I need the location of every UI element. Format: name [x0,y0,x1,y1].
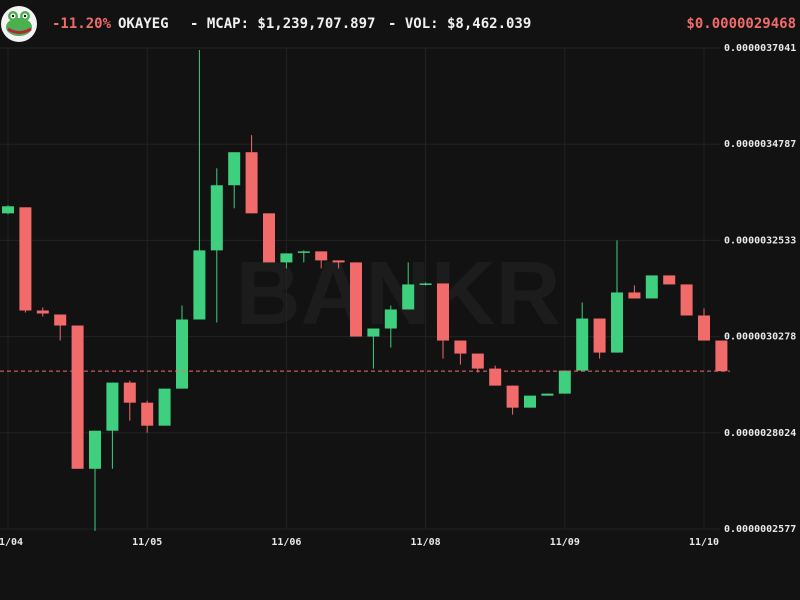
y-tick-label: 0.0000037041 [724,43,796,54]
candle-body [715,340,728,372]
candle-body [541,393,554,396]
x-tick-label: 11/05 [132,537,162,548]
y-tick-label: 0.0000030278 [724,332,796,343]
candle-body [384,309,397,329]
volume: - VOL: $8,462.039 [388,16,531,32]
candle-body [315,251,328,261]
candle-body [106,382,119,431]
candle-body [628,292,641,299]
candle-body [19,207,32,311]
candle-body [350,262,362,337]
candle-body [524,395,536,408]
candle-body [193,250,206,320]
candle-body [141,402,154,426]
candle-body [210,185,223,251]
candle-body [263,213,275,263]
candle-body [228,152,241,186]
candle-body [280,253,293,263]
candle-body [367,328,380,337]
candle-body [663,275,676,285]
candle-body [593,318,606,353]
current-price: $0.0000029468 [686,16,796,32]
candle-body [71,325,84,469]
candle-body [332,260,345,263]
candle-body [36,310,49,314]
candle-body [506,385,519,408]
candle-body [680,284,693,316]
candle-body [611,292,623,353]
candle-body [297,251,310,253]
candle-body [419,283,432,285]
candle-body [402,284,415,310]
candle-body [698,315,710,341]
x-tick-label: 11/06 [271,537,301,548]
candle-body [123,382,136,403]
candle-body [158,388,171,426]
candle-body [89,430,101,469]
y-tick-label: 0.0000032533 [724,235,796,246]
candle-body [176,319,188,389]
candle-body [437,283,449,341]
symbol: OKAYEG [118,16,169,32]
candle-body [454,340,467,354]
market-cap: - MCAP: $1,239,707.897 [190,16,375,32]
x-tick-label: 11/04 [0,537,23,548]
candle-body [245,152,258,214]
y-tick-label: 0.0000002577 [724,524,796,535]
x-tick-label: 11/09 [550,537,580,548]
candle-body [2,206,14,214]
candle-body [558,370,571,394]
y-tick-label: 0.0000034787 [724,139,796,150]
candle-body [645,275,658,299]
x-tick-label: 11/08 [411,537,441,548]
x-tick-label: 11/10 [689,537,719,548]
candle-body [489,368,502,386]
candle-body [471,353,484,369]
y-tick-label: 0.0000028024 [724,428,796,439]
candle-body [576,318,589,371]
candle-body [54,314,67,326]
token-icon [1,6,37,42]
price-change: -11.20% [52,16,112,32]
